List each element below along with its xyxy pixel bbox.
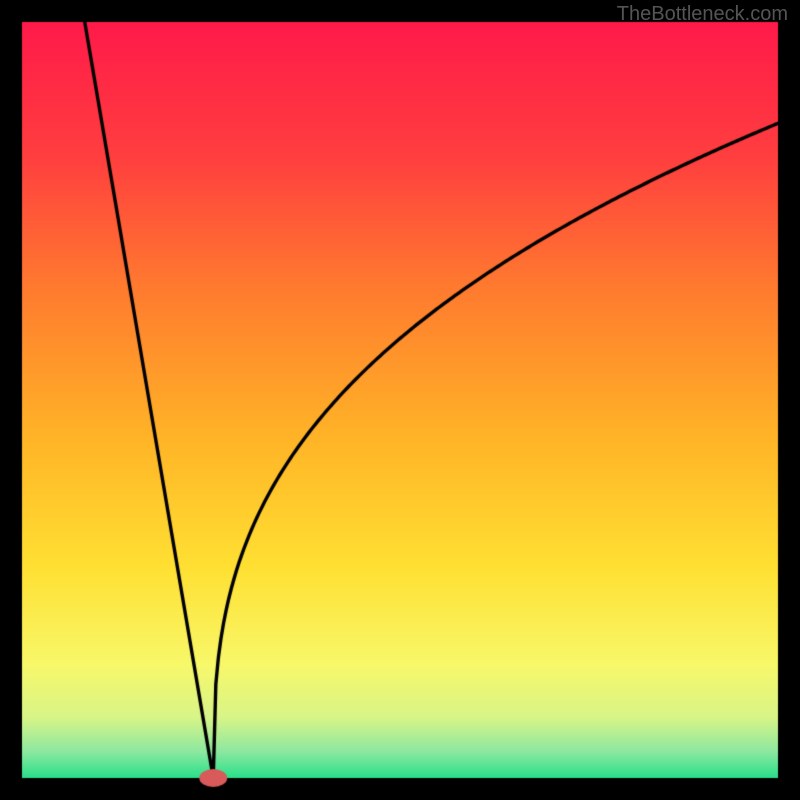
bottleneck-chart [0, 0, 800, 800]
